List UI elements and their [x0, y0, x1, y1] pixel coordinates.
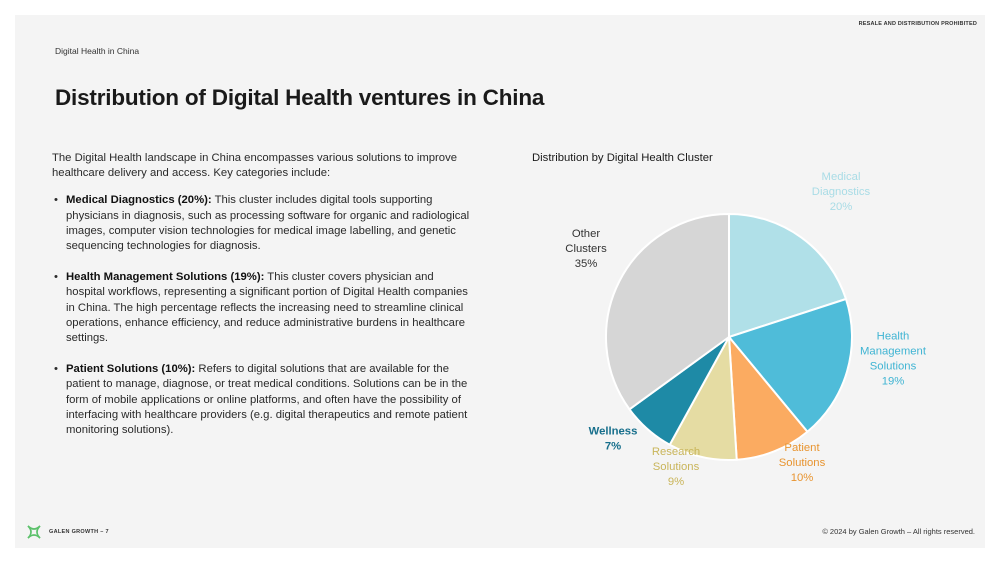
bullet-text: This cluster includes digital tools supp…: [66, 194, 470, 253]
distribution-notice: RESALE AND DISTRIBUTION PROHIBITED: [858, 21, 977, 27]
pie-slice-medical-diagnostics: [728, 212, 848, 339]
bullet-patient-solutions: Patient Solutions (10%): Refers to digit…: [52, 362, 472, 438]
footer-brand-text: GALEN GROWTH – 7: [49, 529, 109, 535]
bullet-health-management: Health Management Solutions (19%): This …: [52, 270, 472, 346]
pie-label-wellness: Wellness 7%: [589, 426, 638, 453]
pie-slice-health-management-solutions: [727, 297, 853, 434]
bullet-heading: Medical Diagnostics (20%):: [66, 194, 212, 207]
pie-slice-other-clusters: [605, 212, 730, 411]
section-label: Digital Health in China: [55, 46, 140, 56]
bullet-heading: Health Management Solutions (19%):: [66, 271, 265, 284]
pie-label-health-management-solutions: Health Management Solutions 19%: [860, 331, 927, 388]
chart-title: Distribution by Digital Health Cluster: [532, 152, 713, 164]
pie-label-other-clusters: Other Clusters 35%: [565, 228, 607, 270]
pie-label-medical-diagnostics: Medical Diagnostics 20%: [812, 171, 871, 213]
pie-label-research-solutions: Research Solutions 9%: [652, 446, 700, 488]
bullet-heading: Patient Solutions (10%):: [66, 363, 196, 376]
footer-copyright: © 2024 by Galen Growth – All rights rese…: [822, 527, 975, 536]
bullet-text: This cluster covers physician and hospit…: [66, 271, 468, 345]
body-text: The Digital Health landscape in China en…: [52, 151, 472, 454]
intro-paragraph: The Digital Health landscape in China en…: [52, 152, 458, 180]
galen-growth-logo-icon: [27, 525, 41, 539]
bullet-text: Refers to digital solutions that are ava…: [66, 363, 468, 437]
pie-label-patient-solutions: Patient Solutions 10%: [779, 442, 826, 484]
bullet-list: Medical Diagnostics (20%): This cluster …: [52, 193, 472, 438]
page-title: Distribution of Digital Health ventures …: [55, 85, 545, 110]
bullet-medical-diagnostics: Medical Diagnostics (20%): This cluster …: [52, 193, 472, 254]
pie-slice-patient-solutions: [727, 333, 809, 461]
footer-brand: GALEN GROWTH – 7: [25, 523, 109, 541]
